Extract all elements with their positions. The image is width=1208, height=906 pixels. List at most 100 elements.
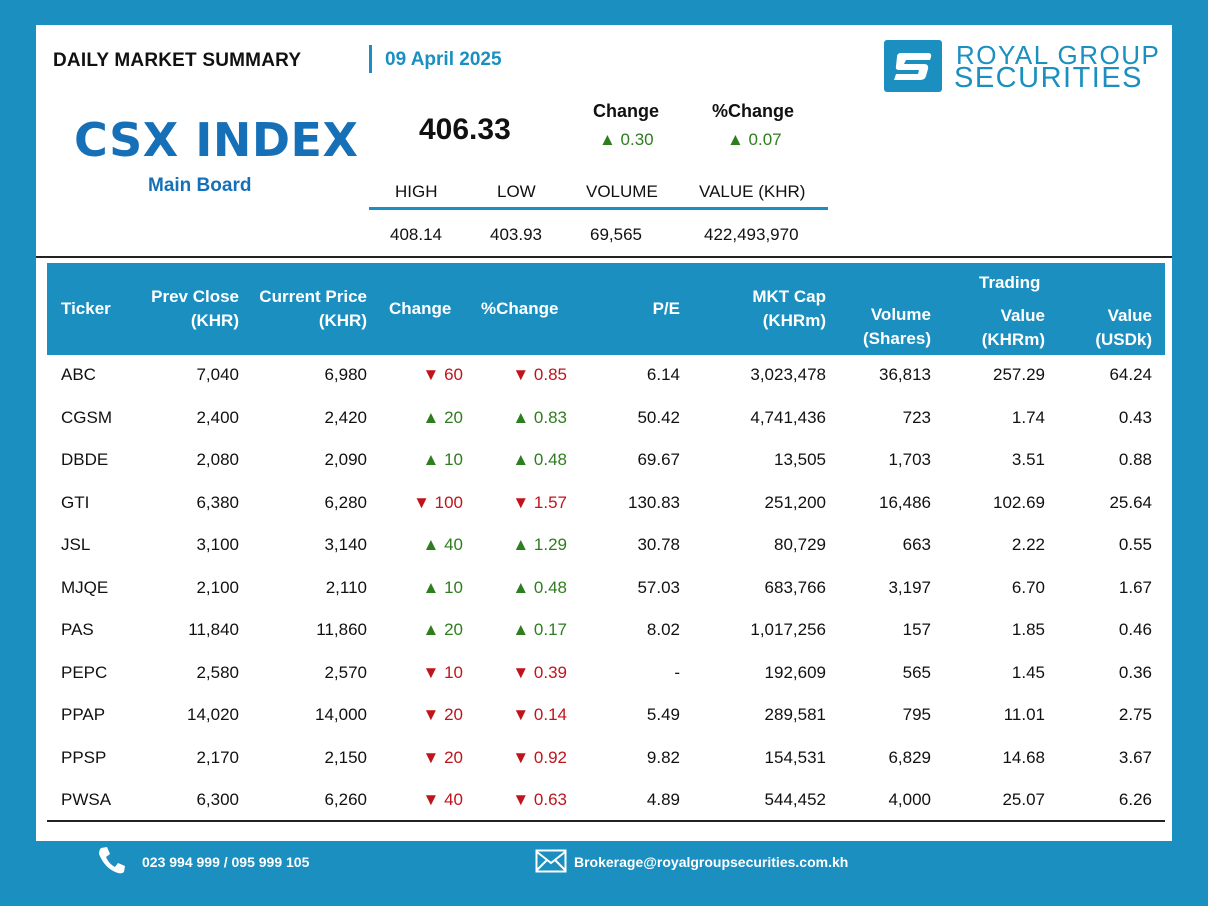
cell-pe: 130.83 [628, 492, 680, 512]
cell-pe: - [674, 662, 680, 682]
cell-prev-close: 14,020 [187, 705, 239, 724]
table-row: MJQE 2,100 2,110 ▲ 10 ▲ 0.48 57.03 683,766 3,19… [47, 568, 1165, 610]
cell-prev-close: 6,300 [196, 790, 239, 809]
brand-logo-icon [884, 40, 942, 92]
table-row: PEPC 2,580 2,570 ▼ 10 ▼ 0.39 - 192,609 565 1.45 0… [47, 653, 1165, 695]
cell-current-price: 2,570 [324, 662, 367, 682]
stat-label-value: VALUE (KHR) [699, 182, 806, 201]
cell-prev-close: 2,580 [196, 662, 239, 682]
cell-value-usd: 64.24 [1109, 365, 1152, 384]
cell-value-khr: 102.69 [993, 492, 1045, 512]
th-change: Change [389, 299, 452, 318]
stat-value-low: 403.93 [490, 225, 542, 244]
cell-volume: 36,813 [879, 365, 931, 384]
cell-pct-change: ▲ 0.48 [512, 450, 567, 469]
cell-change: ▲ 40 [422, 535, 463, 554]
cell-current-price: 14,000 [315, 705, 367, 724]
cell-ticker: DBDE [61, 450, 109, 469]
cell-value-khr: 257.29 [993, 365, 1045, 384]
cell-change: ▼ 20 [422, 747, 463, 767]
cell-volume: 1,703 [888, 450, 931, 469]
cell-pe: 30.78 [637, 535, 680, 554]
th-ticker: Ticker [61, 299, 111, 318]
section-divider [36, 256, 1172, 258]
brand-name-line1: ROYAL GROUP [956, 40, 1161, 70]
report-date: 09 April 2025 [385, 49, 502, 70]
cell-value-usd: 2.75 [1118, 705, 1152, 724]
footer-email[interactable]: Brokerage@royalgroupsecurities.com.kh [574, 854, 849, 870]
cell-volume: 16,486 [879, 492, 931, 512]
cell-volume: 663 [902, 535, 931, 554]
cell-change: ▼ 20 [422, 705, 463, 724]
footer-phone: 023 994 999 / 095 999 105 [142, 854, 310, 870]
cell-mkt-cap: 544,452 [764, 790, 826, 809]
cell-pct-change: ▲ 0.48 [512, 577, 567, 597]
cell-ticker: MJQE [61, 577, 109, 597]
cell-ticker: PPAP [61, 705, 106, 724]
stat-value-high: 408.14 [390, 225, 442, 244]
stat-label-low: LOW [497, 182, 536, 201]
cell-value-khr: 1.85 [1011, 620, 1045, 639]
cell-prev-close: 2,400 [196, 407, 239, 427]
cell-pe: 50.42 [637, 407, 680, 427]
cell-value-usd: 0.46 [1118, 620, 1152, 639]
cell-pct-change: ▼ 1.57 [512, 492, 567, 512]
cell-pe: 5.49 [646, 705, 680, 724]
mail-icon [535, 849, 567, 873]
cell-prev-close: 11,840 [188, 620, 239, 639]
summary-title: DAILY MARKET SUMMARY [53, 50, 302, 71]
cell-mkt-cap: 13,505 [774, 450, 826, 469]
cell-ticker: PPSP [61, 747, 107, 767]
th-current-price: Current Price (KHR) [259, 287, 367, 330]
phone-icon [97, 845, 127, 875]
change-label: Change [593, 101, 660, 121]
table-row: JSL 3,100 3,140 ▲ 40 ▲ 1.29 30.78 80,729 663 2.2… [47, 525, 1165, 567]
stat-label-high: HIGH [395, 182, 438, 201]
cell-prev-close: 2,170 [196, 747, 239, 767]
cell-mkt-cap: 251,200 [764, 492, 826, 512]
cell-mkt-cap: 4,741,436 [750, 407, 826, 427]
cell-value-usd: 0.43 [1118, 407, 1152, 427]
cell-ticker: PAS [61, 620, 94, 639]
cell-current-price: 2,150 [324, 747, 367, 767]
table-row: GTI 6,380 6,280 ▼ 100 ▼ 1.57 130.83 251,200 16,… [47, 483, 1165, 525]
cell-change: ▼ 10 [422, 662, 463, 682]
cell-ticker: ABC [61, 365, 96, 384]
cell-volume: 795 [902, 705, 931, 724]
cell-pct-change: ▲ 1.29 [512, 535, 567, 554]
cell-value-khr: 1.45 [1011, 662, 1045, 682]
pct-change-label: %Change [712, 101, 795, 121]
table-row: PPAP 14,020 14,000 ▼ 20 ▼ 0.14 5.49 289,581 795… [47, 695, 1165, 737]
cell-ticker: PWSA [61, 790, 112, 809]
cell-volume: 157 [902, 620, 931, 639]
cell-current-price: 2,090 [324, 450, 367, 469]
cell-pct-change: ▲ 0.83 [512, 407, 567, 427]
cell-pct-change: ▼ 0.63 [512, 790, 567, 809]
cell-value-usd: 0.36 [1118, 662, 1152, 682]
table-row: ABC 7,040 6,980 ▼ 60 ▼ 0.85 6.14 3,023,478 36,8… [47, 355, 1165, 397]
cell-ticker: JSL [61, 535, 91, 554]
table-header: Ticker Prev Close (KHR) Current Price (KHR… [47, 263, 1165, 355]
cell-prev-close: 2,080 [196, 450, 239, 469]
cell-current-price: 6,260 [324, 790, 367, 809]
board-label: Main Board [148, 175, 252, 196]
cell-volume: 6,829 [888, 747, 931, 767]
cell-change: ▼ 100 [413, 492, 463, 512]
cell-prev-close: 3,100 [196, 535, 239, 554]
cell-current-price: 6,980 [324, 365, 367, 384]
cell-value-usd: 1.67 [1118, 577, 1152, 597]
th-value-usd: Value (USDk) [1095, 306, 1152, 349]
table-bottom-rule [47, 820, 1165, 822]
cell-current-price: 11,860 [316, 620, 367, 639]
cell-value-khr: 14.68 [1002, 747, 1045, 767]
index-value: 406.33 [419, 113, 511, 146]
cell-ticker: GTI [61, 492, 90, 512]
cell-prev-close: 7,040 [196, 365, 239, 384]
cell-mkt-cap: 1,017,256 [750, 620, 826, 639]
table-row: PAS 11,840 11,860 ▲ 20 ▲ 0.17 8.02 1,017,256 15… [47, 610, 1165, 652]
cell-change: ▲ 20 [422, 407, 463, 427]
cell-volume: 565 [902, 662, 931, 682]
cell-pe: 4.89 [646, 790, 680, 809]
cell-volume: 3,197 [888, 577, 931, 597]
cell-pe: 57.03 [637, 577, 680, 597]
